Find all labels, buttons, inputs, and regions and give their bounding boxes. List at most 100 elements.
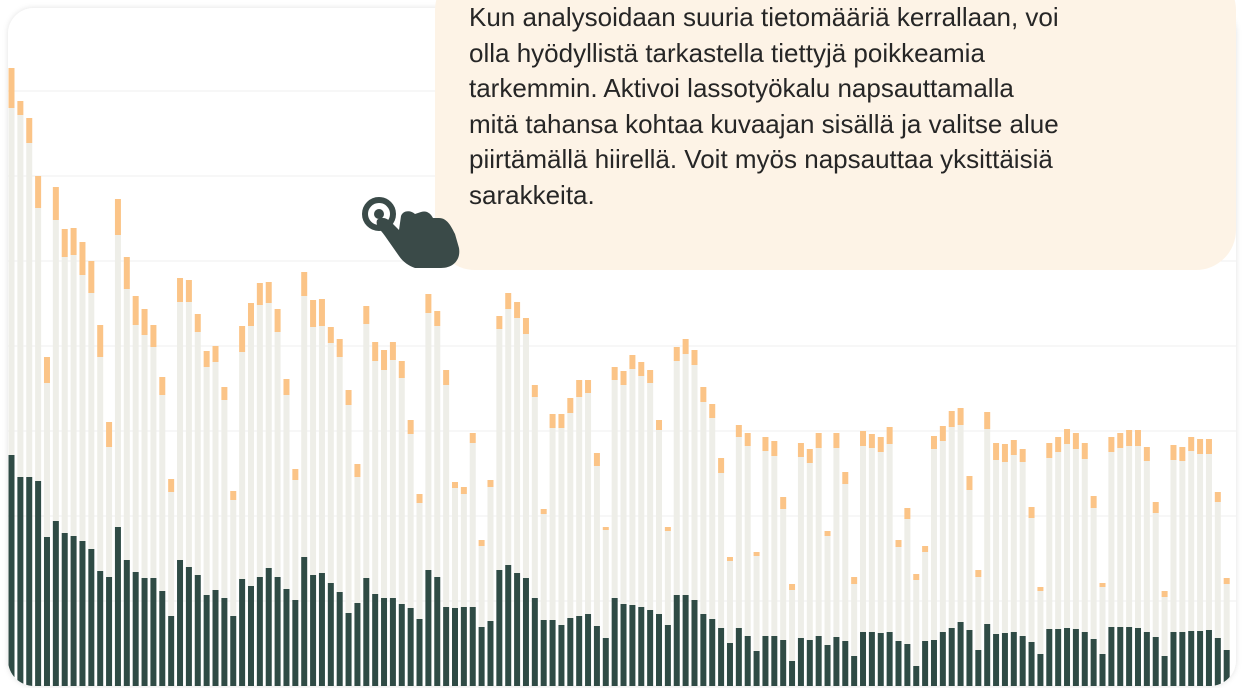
bar-segment <box>1214 502 1221 638</box>
bar-segment <box>212 590 219 686</box>
bar-segment <box>150 578 157 686</box>
bar-segment <box>398 378 405 604</box>
bar-segment <box>1188 451 1195 631</box>
bar-segment <box>141 335 148 578</box>
bar-segment <box>159 377 166 395</box>
bar-segment <box>585 614 592 686</box>
bar-segment <box>247 326 254 586</box>
plot-area <box>8 68 1236 686</box>
bar-segment <box>904 508 911 519</box>
bar-segment <box>265 282 272 303</box>
bar-segment <box>700 402 707 614</box>
bar-segment <box>922 552 929 641</box>
bar-segment <box>1134 628 1141 686</box>
bar-segment <box>647 610 654 686</box>
bar-segment <box>762 636 769 686</box>
bar-segment <box>194 314 201 332</box>
bar-segment <box>1188 437 1195 451</box>
bar-segment <box>43 383 50 537</box>
bar-segment <box>478 546 485 627</box>
bar-segment <box>806 640 813 686</box>
bar-segment <box>522 334 529 578</box>
bar-segment <box>549 428 556 620</box>
bar-segment <box>301 272 308 296</box>
bar-segment <box>230 491 237 500</box>
bar-segment <box>877 633 884 686</box>
bar-segment <box>1001 462 1008 633</box>
bar-segment <box>478 540 485 546</box>
bar-segment <box>61 229 68 257</box>
bar-segment <box>629 369 636 605</box>
bar-segment <box>948 628 955 686</box>
tooltip-line: sarakkeita. <box>469 179 595 210</box>
bar-segment <box>851 656 858 686</box>
bar-segment <box>292 480 299 600</box>
bar-segment <box>664 531 671 625</box>
bar-segment <box>247 586 254 686</box>
bar-segment <box>824 531 831 536</box>
bar-segment <box>345 405 352 613</box>
bar-segment <box>443 607 450 686</box>
bar-segment <box>1161 597 1168 656</box>
bar-segment <box>1099 583 1106 587</box>
bar-segment <box>860 446 867 632</box>
bar-segment <box>425 570 432 686</box>
bar-segment <box>930 436 937 449</box>
bar-segment <box>1117 448 1124 627</box>
bar-segment <box>17 101 24 115</box>
bar-segment <box>1170 460 1177 632</box>
bar-segment <box>673 347 680 361</box>
bar-segment <box>265 303 272 568</box>
onboarding-tooltip: Kun analysoidaan suuria tietomääriä kerr… <box>435 0 1236 270</box>
bar-segment <box>656 430 663 614</box>
tooltip-line: mitä tahansa kohtaa kuvaajan sisällä ja … <box>469 108 1059 139</box>
bar-segment <box>540 514 547 620</box>
bar-segment <box>1126 430 1133 446</box>
bar-segment <box>8 455 15 686</box>
bar-segment <box>1170 445 1177 460</box>
bar-segment <box>221 387 228 400</box>
bar-segment <box>815 433 822 448</box>
bar-segment <box>274 332 281 577</box>
bar-segment <box>301 296 308 557</box>
bar-segment <box>1081 443 1088 459</box>
bar-segment <box>1090 496 1097 508</box>
bar-segment <box>1197 439 1204 454</box>
bar-segment <box>993 634 1000 686</box>
bar-segment <box>1090 639 1097 686</box>
bar-segment <box>709 418 716 619</box>
bar-segment <box>1046 629 1053 686</box>
tooltip-line: olla hyödyllistä tarkastella tiettyjä po… <box>469 37 985 68</box>
bar-segment <box>70 536 77 686</box>
bar-segment <box>292 469 299 480</box>
bar-segment <box>789 584 796 590</box>
bar-segment <box>79 242 86 275</box>
hand-icon <box>362 197 460 268</box>
bar-segment <box>443 385 450 607</box>
bar-segment <box>611 367 618 380</box>
bar-segment <box>993 460 1000 634</box>
bar-segment <box>1037 587 1044 591</box>
bar-segment <box>283 589 290 686</box>
bar-segment <box>1081 459 1088 632</box>
tap-dot <box>374 209 384 219</box>
bar-segment <box>398 604 405 686</box>
bar-segment <box>673 361 680 595</box>
bar-segment <box>70 228 77 255</box>
bar-segment <box>1223 650 1230 686</box>
bar-segment <box>975 650 982 686</box>
bar-segment <box>1072 433 1079 449</box>
bar-segment <box>52 220 59 521</box>
bar-segment <box>301 557 308 686</box>
bar-segment <box>221 400 228 598</box>
bar-segment <box>1037 654 1044 686</box>
bar-segment <box>966 630 973 686</box>
bar-segment <box>620 385 627 604</box>
bar-segment <box>771 456 778 636</box>
bar-segment <box>691 600 698 686</box>
bar-segment <box>17 115 24 477</box>
bar-segment <box>265 568 272 686</box>
bar-segment <box>789 590 796 661</box>
bar-segment <box>682 339 689 354</box>
bar-segment <box>203 351 210 367</box>
